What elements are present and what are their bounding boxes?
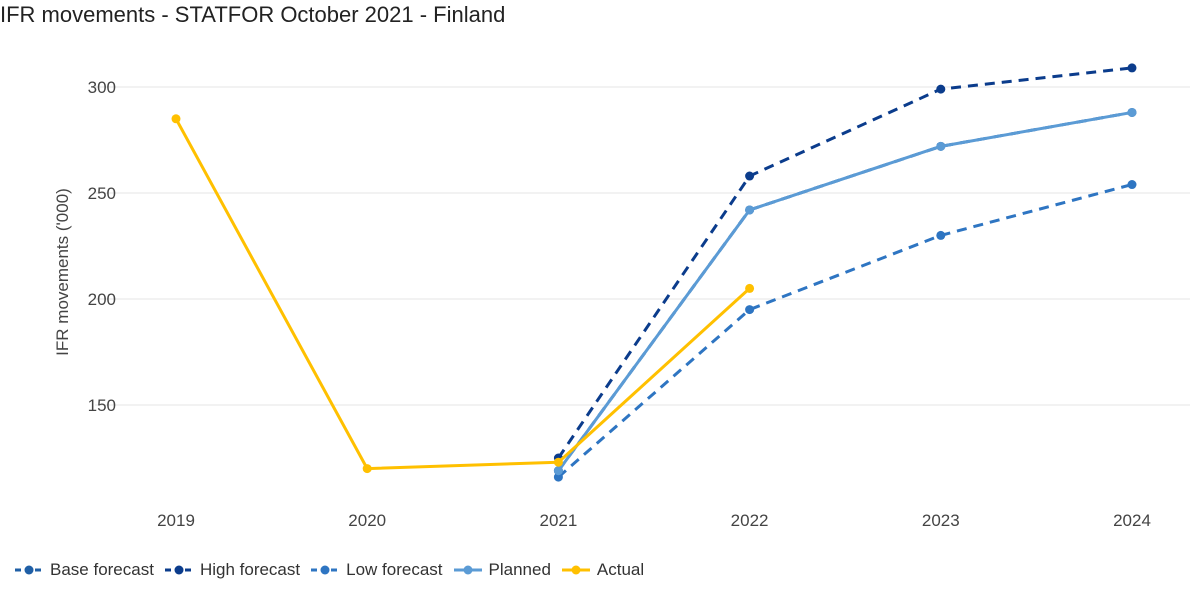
data-point bbox=[936, 84, 946, 94]
legend-label: Low forecast bbox=[346, 560, 443, 579]
x-tick-label: 2022 bbox=[731, 511, 769, 530]
x-axis-ticks: 2019 2020 2021 2022 2023 2024 bbox=[157, 511, 1151, 530]
series-low-forecast bbox=[553, 180, 1137, 482]
series-line bbox=[557, 183, 1133, 479]
legend-label: High forecast bbox=[199, 560, 301, 579]
y-tick-label: 150 bbox=[88, 396, 116, 415]
gridlines bbox=[95, 86, 1190, 406]
data-point bbox=[745, 171, 755, 181]
series-actual bbox=[171, 114, 755, 474]
legend-label: Base forecast bbox=[50, 560, 154, 579]
legend-item-base-forecast[interactable]: Base forecast bbox=[14, 560, 154, 580]
data-point bbox=[171, 114, 181, 124]
legend-swatch bbox=[311, 565, 340, 575]
data-point bbox=[553, 472, 563, 482]
data-point bbox=[1127, 63, 1137, 73]
series-line bbox=[557, 110, 1133, 472]
data-point bbox=[745, 205, 755, 215]
legend: Base forecast High forecast Low forecast Pl… bbox=[14, 560, 644, 580]
legend-item-planned[interactable]: Planned bbox=[453, 560, 551, 580]
legend-swatch bbox=[561, 565, 590, 575]
data-point bbox=[553, 466, 563, 476]
x-tick-label: 2020 bbox=[348, 511, 386, 530]
y-tick-label: 250 bbox=[88, 184, 116, 203]
series-line bbox=[557, 110, 1133, 472]
data-point bbox=[936, 141, 946, 151]
legend-item-high-forecast[interactable]: High forecast bbox=[164, 560, 300, 580]
series-base-forecast bbox=[553, 107, 1137, 476]
x-tick-label: 2021 bbox=[539, 511, 577, 530]
data-point bbox=[745, 305, 755, 315]
chart-title: IFR movements - STATFOR October 2021 - F… bbox=[0, 2, 506, 27]
x-tick-label: 2019 bbox=[157, 511, 195, 530]
data-point bbox=[745, 283, 755, 293]
x-tick-label: 2023 bbox=[922, 511, 960, 530]
y-tick-label: 200 bbox=[88, 290, 116, 309]
series-line bbox=[174, 118, 751, 471]
x-tick-label: 2024 bbox=[1113, 511, 1151, 530]
data-point bbox=[362, 464, 372, 474]
data-point bbox=[936, 230, 946, 240]
data-point bbox=[1127, 180, 1137, 190]
series-line bbox=[557, 66, 1133, 459]
data-point bbox=[1127, 107, 1137, 117]
series-lines bbox=[171, 63, 1137, 482]
legend-swatch bbox=[453, 565, 482, 575]
legend-item-low-forecast[interactable]: Low forecast bbox=[310, 560, 443, 580]
y-axis-label: IFR movements ('000) bbox=[53, 188, 72, 356]
y-tick-label: 300 bbox=[88, 78, 116, 97]
legend-label: Actual bbox=[596, 560, 645, 579]
y-axis-ticks: 150 200 250 300 bbox=[88, 78, 116, 415]
legend-swatch bbox=[15, 565, 43, 575]
series-planned bbox=[553, 107, 1137, 476]
legend-label: Planned bbox=[488, 560, 551, 579]
legend-item-actual[interactable]: Actual bbox=[561, 560, 644, 580]
legend-swatch bbox=[164, 565, 193, 575]
data-point bbox=[553, 457, 563, 467]
